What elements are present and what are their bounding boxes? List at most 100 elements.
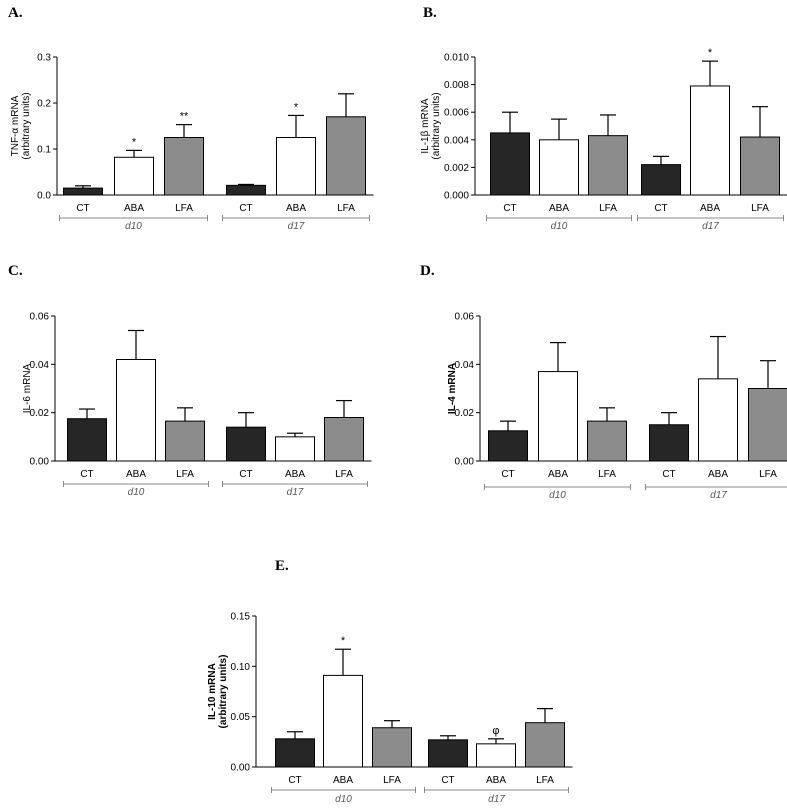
bar-lfa bbox=[324, 417, 364, 462]
y-tick-label: 0.00 bbox=[30, 457, 50, 468]
y-tick-label: 0.05 bbox=[231, 712, 251, 723]
bar-lfa bbox=[164, 137, 204, 196]
y-tick-label: 0.02 bbox=[455, 408, 475, 419]
x-category-label: CT bbox=[662, 469, 675, 480]
panel-label: E. bbox=[275, 558, 289, 574]
significance-marker: * bbox=[132, 136, 137, 148]
x-category-label: ABA bbox=[286, 203, 306, 214]
y-tick-label: 0.010 bbox=[444, 53, 469, 64]
x-category-label: LFA bbox=[383, 775, 401, 786]
x-category-label: CT bbox=[239, 469, 252, 480]
x-category-label: LFA bbox=[175, 203, 193, 214]
y-tick-label: 0.008 bbox=[444, 80, 469, 91]
x-category-label: CT bbox=[80, 469, 93, 480]
chart-panel-4: D. 0.00 0.02 0.04 0.06 IL-4 mRNA CT ABA LFA CT ABA… bbox=[420, 263, 787, 501]
y-axis-label: (arbitrary units) bbox=[218, 655, 229, 729]
y-tick-label: 0.02 bbox=[30, 408, 50, 419]
group-label: d10 bbox=[335, 794, 352, 805]
x-category-label: ABA bbox=[333, 775, 353, 786]
group-label: d10 bbox=[125, 221, 142, 232]
bar-ct bbox=[641, 164, 681, 196]
bar-aba bbox=[323, 674, 363, 768]
bar-aba bbox=[698, 378, 738, 462]
x-category-label: CT bbox=[76, 203, 89, 214]
group-label: d17 bbox=[710, 490, 727, 501]
significance-marker: * bbox=[294, 101, 299, 113]
y-tick-label: 0.00 bbox=[231, 763, 251, 774]
significance-marker: ** bbox=[180, 111, 189, 123]
bar-aba bbox=[476, 743, 516, 768]
y-tick-label: 0.000 bbox=[444, 191, 469, 202]
y-tick-label: 0.004 bbox=[444, 135, 469, 146]
bar-ct bbox=[63, 187, 103, 196]
y-tick-label: 0.06 bbox=[30, 312, 50, 323]
significance-marker: φ bbox=[492, 725, 499, 737]
y-axis-label: TNF-α mRNA bbox=[10, 95, 21, 156]
x-category-label: CT bbox=[501, 469, 514, 480]
x-category-label: CT bbox=[654, 203, 667, 214]
group-label: d17 bbox=[288, 221, 305, 232]
y-tick-label: 0.04 bbox=[455, 360, 475, 371]
bar-aba bbox=[116, 359, 156, 462]
x-category-label: CT bbox=[441, 775, 454, 786]
group-label: d10 bbox=[549, 490, 566, 501]
bar-ct bbox=[226, 184, 266, 196]
group-label: d17 bbox=[702, 221, 719, 232]
chart-panel-3: C. 0.00 0.02 0.04 0.06 IL-6 mRNA CT ABA LFA CT ABA… bbox=[8, 263, 372, 498]
y-axis-label: IL-6 mRNA bbox=[22, 363, 33, 413]
significance-marker: * bbox=[708, 47, 713, 59]
panel-label: B. bbox=[423, 5, 437, 21]
y-tick-label: 0.1 bbox=[37, 145, 51, 156]
x-category-label: LFA bbox=[337, 203, 355, 214]
x-category-label: CT bbox=[288, 775, 301, 786]
y-tick-label: 0.15 bbox=[231, 612, 251, 623]
x-category-label: LFA bbox=[176, 469, 194, 480]
bar-lfa bbox=[587, 420, 627, 462]
panel-label: D. bbox=[420, 263, 435, 279]
y-tick-label: 0.00 bbox=[455, 457, 475, 468]
x-category-label: LFA bbox=[751, 203, 769, 214]
bar-ct bbox=[67, 418, 107, 462]
y-tick-label: 0.06 bbox=[455, 312, 475, 323]
significance-marker: * bbox=[341, 635, 346, 647]
bar-aba bbox=[275, 436, 315, 462]
y-tick-label: 0.006 bbox=[444, 108, 469, 119]
bar-aba bbox=[538, 371, 578, 462]
chart-panel-5: E. 0.00 0.05 0.10 0.15 IL-10 mRNA (arbitrary u… bbox=[207, 558, 573, 805]
bar-aba bbox=[114, 156, 154, 196]
x-category-label: LFA bbox=[335, 469, 353, 480]
chart-panel-1: A. 0.0 0.1 0.2 0.3 TNF-α mRNA (arbitrary units… bbox=[8, 5, 374, 232]
x-category-label: LFA bbox=[598, 469, 616, 480]
bar-lfa bbox=[740, 136, 780, 196]
bar-aba bbox=[539, 139, 579, 196]
x-category-label: ABA bbox=[548, 469, 568, 480]
bar-ct bbox=[275, 738, 315, 768]
y-tick-label: 0.002 bbox=[444, 163, 469, 174]
bar-ct bbox=[428, 739, 468, 768]
x-category-label: CT bbox=[503, 203, 516, 214]
bar-lfa bbox=[326, 116, 366, 196]
x-category-label: ABA bbox=[126, 469, 146, 480]
group-label: d17 bbox=[287, 487, 304, 498]
y-axis-label: IL-1β mRNA bbox=[420, 98, 431, 154]
x-category-label: LFA bbox=[759, 469, 777, 480]
panel-label: A. bbox=[8, 5, 23, 21]
bar-lfa bbox=[588, 135, 628, 196]
y-tick-label: 0.10 bbox=[231, 662, 251, 673]
panel-label: C. bbox=[8, 263, 23, 279]
bar-ct bbox=[649, 424, 689, 462]
group-label: d17 bbox=[488, 794, 505, 805]
bar-lfa bbox=[525, 722, 565, 768]
bar-ct bbox=[490, 132, 530, 196]
x-category-label: LFA bbox=[599, 203, 617, 214]
x-category-label: ABA bbox=[549, 203, 569, 214]
x-category-label: ABA bbox=[700, 203, 720, 214]
x-category-label: LFA bbox=[536, 775, 554, 786]
bar-lfa bbox=[372, 727, 412, 768]
bar-lfa bbox=[748, 388, 787, 462]
x-category-label: ABA bbox=[124, 203, 144, 214]
y-axis-label: (arbitrary units) bbox=[431, 92, 442, 159]
x-category-label: ABA bbox=[708, 469, 728, 480]
x-category-label: ABA bbox=[486, 775, 506, 786]
